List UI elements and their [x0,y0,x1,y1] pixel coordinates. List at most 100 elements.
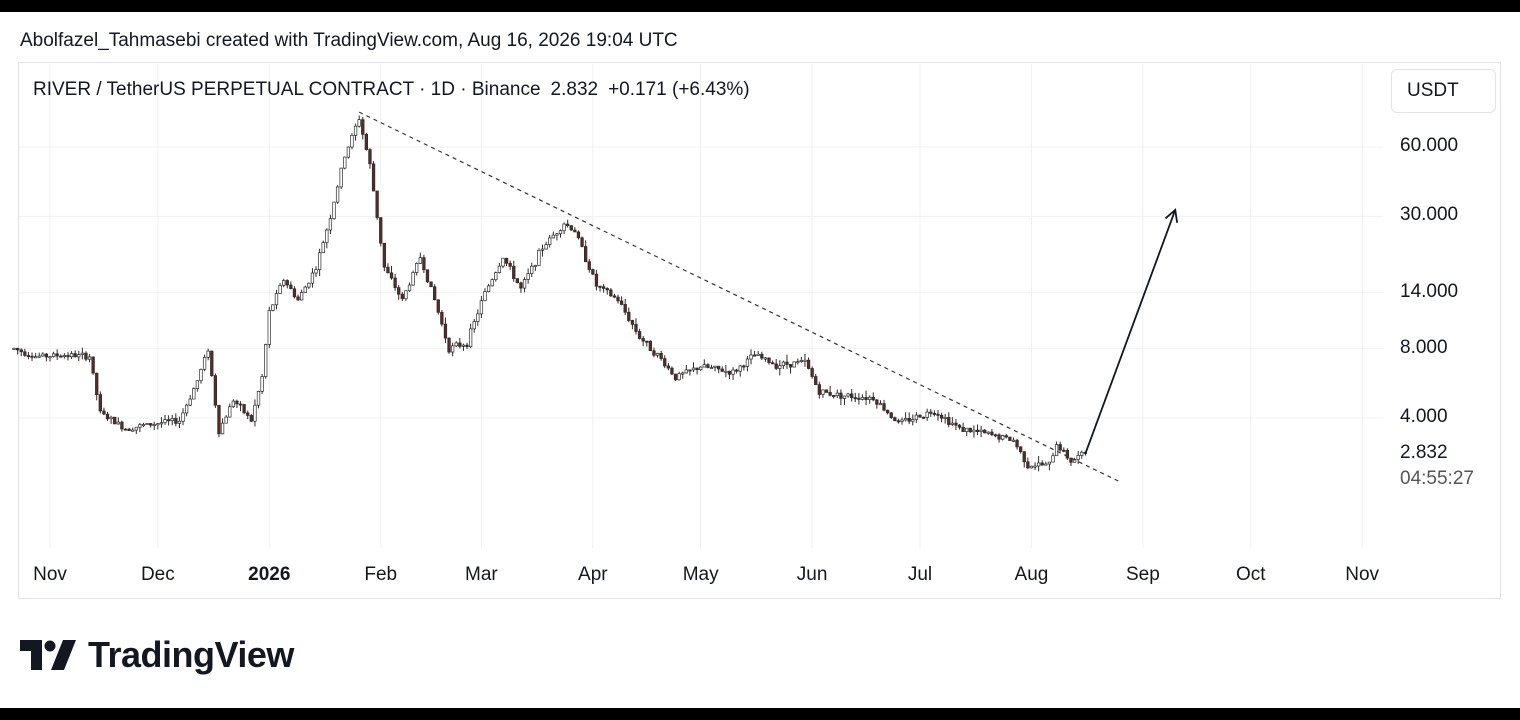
currency-button[interactable]: USDT [1391,69,1496,113]
candle-body [490,279,494,287]
symbol-title[interactable]: RIVER / TetherUS PERPETUAL CONTRACT · 1D… [33,79,541,100]
candle [289,281,293,290]
candle-body [619,300,624,305]
candle-body [267,310,271,345]
candle [947,412,951,428]
candle [1029,465,1034,469]
candle [476,309,480,326]
candle-body [558,230,563,235]
candle [526,268,530,284]
candle [113,416,117,425]
candle [249,414,253,422]
candle-body [562,223,566,232]
candle [66,352,70,361]
candle-body [774,363,778,369]
candle [195,380,200,392]
candle-body [1069,457,1073,463]
candle-body [138,424,142,428]
time-tick-label: Dec [140,564,175,585]
candle [483,288,487,302]
candle-body [972,429,976,433]
candle-body [540,248,545,251]
candle-body [436,299,440,313]
candle-body [932,412,937,415]
candle-body [15,347,20,351]
candle [242,403,246,415]
candle-body [616,296,620,302]
candle [292,286,297,299]
candle [975,424,980,435]
candle-body [824,389,829,393]
candle [799,356,804,363]
candle [343,156,347,170]
candle [842,395,847,405]
candle [62,353,67,359]
candle [983,429,987,434]
candle-body [821,389,825,395]
candle [720,366,724,372]
candle [271,304,275,312]
candle-body [666,365,670,369]
projection-arrow-line [1084,209,1177,455]
candle-body [192,388,196,400]
candle [932,410,937,417]
candle [752,350,757,357]
candle [731,367,735,380]
candle [871,392,875,402]
candle [116,417,120,425]
candle [814,373,818,386]
candle-body [62,355,67,357]
candle [415,262,419,276]
candle [623,298,627,316]
candle-body [217,404,221,435]
candle-body [102,410,106,415]
candle [749,349,753,365]
candle-body [393,277,397,288]
candle-body [1018,446,1023,452]
candle [30,352,34,361]
candle-body [33,356,38,359]
candle-body [627,311,631,321]
candle [627,307,631,323]
candle-body [379,217,383,244]
candle [87,354,92,363]
tradingview-logo[interactable]: TradingView [20,634,294,676]
candle-body [105,413,110,420]
candle [702,359,706,368]
candle-body [1026,461,1030,469]
candle-body [612,295,617,298]
candle [666,363,670,371]
candle-body [709,367,714,370]
candle [479,295,484,319]
candle-body [55,353,59,357]
candle-body [968,427,972,433]
candle [821,389,825,398]
candle [37,352,41,359]
candle-body [954,422,958,426]
candle-body [321,242,325,254]
candle-body [695,367,699,370]
candle-body [799,360,804,362]
candle-body [598,285,602,288]
candle-body [77,354,81,358]
candle [634,318,638,335]
candle [745,355,750,372]
candle-body [418,257,422,264]
candle-body [159,422,164,425]
candles [12,115,1088,472]
candle [810,366,814,379]
candle-body [1036,462,1041,467]
candle [889,411,893,419]
candle-body [134,426,138,431]
candle [706,363,710,369]
candle [548,234,552,248]
candle-body [188,398,192,406]
candle-body [652,350,656,356]
candle-body [878,403,883,406]
candle [465,342,469,350]
candle-body [389,272,394,279]
candle-body [343,156,347,169]
candle [778,360,782,376]
candle [55,349,59,360]
